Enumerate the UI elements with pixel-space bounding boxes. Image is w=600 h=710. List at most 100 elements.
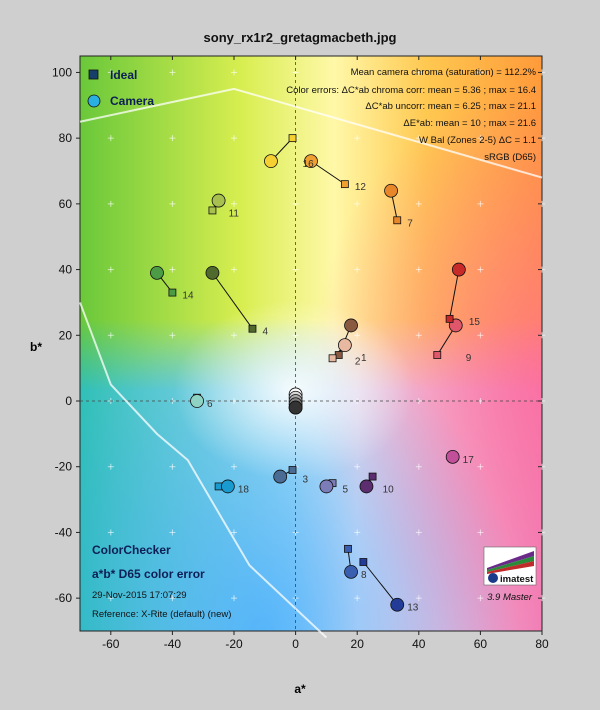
ideal-marker-3 bbox=[288, 466, 297, 474]
error-line-13 bbox=[362, 561, 398, 606]
y-tick-label: 60 bbox=[59, 197, 73, 211]
legend-camera-label: Camera bbox=[110, 94, 154, 108]
camera-marker-4 bbox=[205, 265, 220, 280]
camera-marker-10 bbox=[359, 479, 374, 494]
patch-label-12: 12 bbox=[355, 182, 367, 193]
patch-label-5: 5 bbox=[343, 484, 349, 495]
chart-date: 29-Nov-2015 17:07:29 bbox=[92, 590, 187, 601]
x-tick-label: -40 bbox=[164, 637, 182, 651]
x-tick-label: 60 bbox=[474, 637, 488, 651]
patch-label-15: 15 bbox=[469, 317, 481, 328]
camera-marker-14 bbox=[150, 265, 164, 280]
srgb-gamut-edge bbox=[79, 87, 543, 179]
logo-text: imatest bbox=[500, 574, 534, 585]
legend: Ideal Camera bbox=[87, 68, 154, 108]
axis-ticks: -60 -40 -20 0 20 40 60 80 -60 -40 -20 0 20 40 60 80 100 bbox=[52, 56, 549, 651]
info-block: ColorChecker a*b* D65 color error 29-Nov… bbox=[92, 543, 231, 620]
x-tick-label: 20 bbox=[351, 637, 365, 651]
camera-marker-13 bbox=[390, 597, 405, 612]
chart-reference: Reference: X-Rite (default) (new) bbox=[92, 609, 231, 620]
y-tick-label: -60 bbox=[55, 591, 73, 605]
stats-block: Mean camera chroma (saturation) = 112.2%… bbox=[286, 67, 536, 163]
x-tick-label: -60 bbox=[102, 637, 120, 651]
stat-uncorr: ΔC*ab uncorr: mean = 6.25 ; max = 21.1 bbox=[365, 101, 536, 112]
error-line-15 bbox=[449, 269, 460, 319]
y-tick-label: 80 bbox=[59, 131, 73, 145]
ideal-marker-14 bbox=[168, 288, 177, 297]
patch-label-9: 9 bbox=[466, 353, 472, 364]
patch-label-16: 16 bbox=[303, 159, 315, 170]
x-tick-label: 0 bbox=[292, 637, 299, 651]
patch-label-11: 11 bbox=[229, 208, 240, 219]
patch-label-14: 14 bbox=[182, 291, 194, 302]
x-tick-label: 80 bbox=[535, 637, 549, 651]
grid bbox=[80, 56, 545, 631]
ideal-marker-7 bbox=[393, 216, 402, 225]
camera-marker-12 bbox=[304, 154, 318, 169]
patch-label-7: 7 bbox=[407, 218, 413, 229]
legend-camera-marker bbox=[87, 94, 101, 108]
x-axis-label: a* bbox=[294, 682, 306, 696]
patch-label-17: 17 bbox=[463, 455, 475, 466]
ideal-marker-12 bbox=[340, 180, 349, 189]
stat-chroma: Mean camera chroma (saturation) = 112.2% bbox=[351, 67, 537, 78]
legend-ideal-label: Ideal bbox=[110, 68, 137, 82]
patch-label-6: 6 bbox=[207, 399, 213, 410]
ideal-marker-8 bbox=[344, 544, 352, 553]
camera-marker-15 bbox=[451, 262, 466, 277]
camera-marker-3 bbox=[273, 469, 288, 484]
neutral-marker-6 bbox=[288, 400, 303, 415]
error-line-4 bbox=[212, 272, 253, 330]
y-tick-label: 100 bbox=[52, 65, 72, 79]
chart-name: ColorChecker bbox=[92, 543, 171, 557]
ideal-marker-13 bbox=[359, 558, 368, 566]
srgb-gamut-edge bbox=[79, 302, 328, 639]
srgb-gamut-outline bbox=[79, 87, 543, 639]
chart-subtitle: a*b* D65 color error bbox=[92, 567, 205, 581]
ideal-marker-10 bbox=[368, 472, 377, 481]
y-tick-label: 0 bbox=[65, 394, 72, 408]
y-tick-label: -20 bbox=[55, 460, 73, 474]
stat-delta-e: ΔE*ab: mean = 10 ; max = 21.6 bbox=[403, 118, 536, 129]
y-tick-label: 40 bbox=[59, 263, 73, 277]
ideal-marker-2 bbox=[328, 354, 337, 363]
camera-marker-2 bbox=[337, 338, 352, 353]
gamut-label: sRGB (D65) bbox=[484, 152, 536, 163]
camera-marker-16 bbox=[264, 154, 278, 169]
patch-label-3: 3 bbox=[303, 475, 309, 486]
imatest-logo: imatest bbox=[483, 546, 537, 586]
camera-marker-11 bbox=[211, 193, 226, 208]
patch-label-4: 4 bbox=[262, 327, 268, 338]
y-tick-label: 20 bbox=[59, 328, 73, 342]
patch-label-8: 8 bbox=[361, 570, 367, 581]
y-axis-label: b* bbox=[30, 340, 42, 354]
camera-marker-1 bbox=[344, 318, 358, 333]
patch-label-18: 18 bbox=[238, 484, 250, 495]
x-tick-label: -20 bbox=[225, 637, 243, 651]
x-tick-label: 40 bbox=[412, 637, 426, 651]
ideal-marker-11 bbox=[208, 206, 217, 215]
patch-label-2: 2 bbox=[355, 356, 361, 367]
ideal-marker-9 bbox=[433, 351, 442, 359]
patch-label-1: 1 bbox=[361, 353, 367, 364]
camera-marker-6 bbox=[190, 394, 204, 408]
stat-white-balance: W Bal (Zones 2-5) ΔC = 1.1 bbox=[419, 135, 536, 146]
camera-marker-8 bbox=[344, 564, 358, 579]
plot-background bbox=[80, 56, 542, 631]
patch-label-13: 13 bbox=[407, 603, 419, 614]
ideal-marker-4 bbox=[248, 324, 257, 333]
ideal-marker-16 bbox=[288, 134, 297, 143]
y-tick-label: -40 bbox=[55, 525, 73, 539]
chart-title: sony_rx1r2_gretagmacbeth.jpg bbox=[203, 30, 397, 45]
camera-marker-17 bbox=[445, 449, 460, 464]
stat-chroma-corr: Color errors: ΔC*ab chroma corr: mean = … bbox=[286, 85, 536, 96]
camera-marker-18 bbox=[220, 479, 235, 494]
patch-label-10: 10 bbox=[383, 484, 395, 495]
legend-ideal-marker bbox=[88, 69, 99, 80]
camera-marker-5 bbox=[319, 479, 334, 494]
camera-marker-7 bbox=[384, 183, 398, 198]
version-label: 3.9 Master bbox=[487, 592, 533, 603]
ideal-marker-15 bbox=[445, 314, 454, 323]
